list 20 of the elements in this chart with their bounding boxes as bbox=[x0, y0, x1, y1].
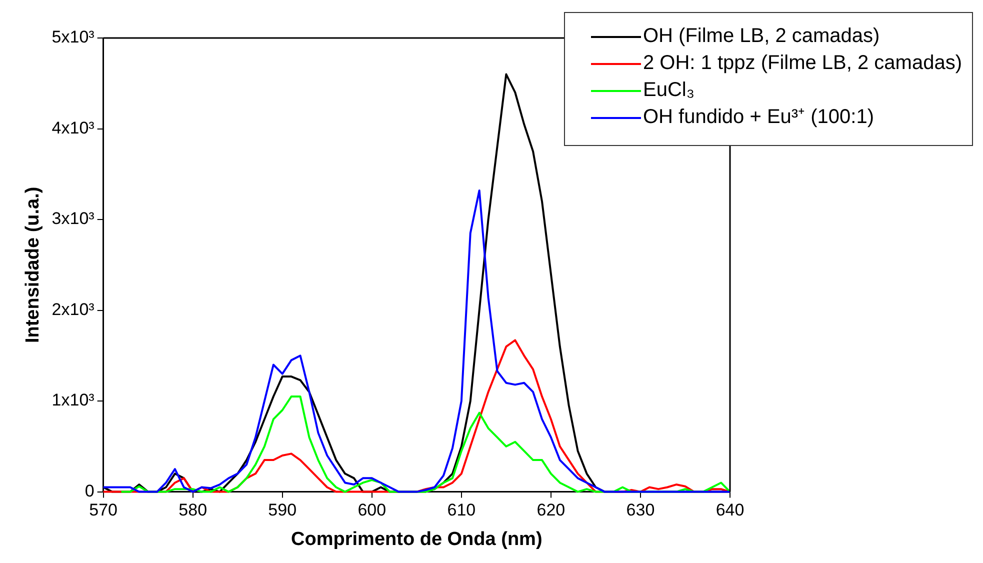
x-tick-label: 590 bbox=[268, 500, 297, 520]
legend-label: OH (Filme LB, 2 camadas) bbox=[642, 24, 880, 49]
x-axis-title: Comprimento de Onda (nm) bbox=[291, 528, 542, 550]
y-tick-label: 0 bbox=[84, 481, 94, 500]
legend-label: OH fundido + Eu³⁺ (100:1) bbox=[642, 105, 874, 130]
y-tick-label: 3x10³ bbox=[52, 209, 95, 228]
y-tick-label: 5x10³ bbox=[52, 28, 95, 47]
x-tick-label: 640 bbox=[716, 500, 744, 520]
legend-label: EuCl₃ bbox=[642, 78, 694, 103]
legend-label: 2 OH: 1 tppz (Filme LB, 2 camadas) bbox=[642, 51, 962, 76]
y-tick-label: 1x10³ bbox=[52, 390, 95, 410]
x-tick-label: 610 bbox=[447, 500, 476, 520]
x-tick-label: 630 bbox=[626, 500, 655, 520]
y-axis-title: Intensidade (u.a.) bbox=[22, 186, 44, 344]
x-tick-label: 570 bbox=[89, 500, 118, 520]
x-tick-label: 620 bbox=[536, 500, 566, 520]
x-tick-label: 600 bbox=[358, 500, 386, 520]
y-tick-label: 2x10³ bbox=[52, 300, 95, 319]
y-tick-label: 4x10³ bbox=[52, 118, 95, 138]
x-tick-label: 580 bbox=[178, 500, 208, 520]
